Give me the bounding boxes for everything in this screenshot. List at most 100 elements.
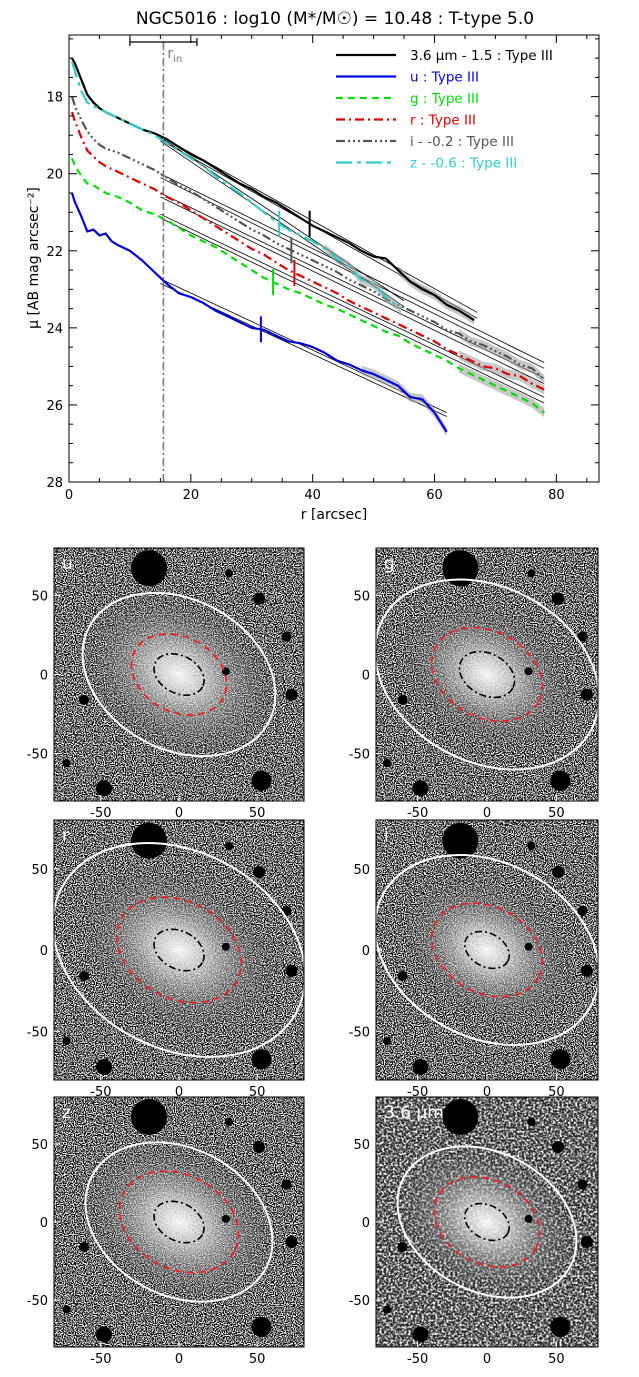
x-tick-label-0: -50 bbox=[90, 1085, 111, 1100]
x-tick-label-1: 0 bbox=[175, 1352, 183, 1367]
panel-label: z bbox=[62, 1103, 71, 1123]
masked-source-7 bbox=[383, 1305, 392, 1314]
masked-source-6 bbox=[550, 1317, 571, 1337]
galaxy-glow bbox=[395, 1145, 579, 1299]
error-band-4 bbox=[458, 329, 545, 385]
outer-ellipse bbox=[54, 842, 304, 1058]
x-tick-label-2: 50 bbox=[249, 1352, 266, 1367]
image-panel-4: z -50 0 50 50 0 -50 bbox=[27, 1096, 305, 1367]
masked-source-7 bbox=[62, 1037, 71, 1045]
y-tick-label-0: 50 bbox=[31, 1138, 48, 1153]
x-tick-label-0: -50 bbox=[90, 806, 111, 821]
x-tick-label-4: 80 bbox=[548, 488, 565, 503]
masked-source-3 bbox=[580, 1236, 593, 1248]
masked-source-0 bbox=[131, 550, 167, 587]
outer-ellipse bbox=[376, 578, 598, 771]
image-panel-0: u -50 0 50 50 0 -50 bbox=[27, 547, 305, 821]
masked-star bbox=[524, 1214, 533, 1223]
inner-ellipse bbox=[463, 930, 511, 970]
masked-source-8 bbox=[225, 1118, 233, 1126]
galaxy-glow bbox=[395, 597, 579, 752]
x-tick-label-0: 0 bbox=[65, 488, 73, 503]
x-tick-label-2: 50 bbox=[548, 806, 565, 821]
legend-entry-1: u : Type III bbox=[410, 70, 479, 86]
x-tick-label-1: 0 bbox=[483, 1352, 491, 1367]
masked-source-1 bbox=[253, 1141, 265, 1153]
x-tick-label-0: -50 bbox=[407, 1352, 428, 1367]
legend-entry-4: i - -0.2 : Type III bbox=[410, 134, 514, 150]
x-tick-label-1: 20 bbox=[183, 488, 200, 503]
masked-source-1 bbox=[253, 866, 265, 878]
break-ellipse bbox=[430, 626, 544, 723]
outer-ellipse bbox=[376, 854, 598, 1046]
masked-source-6 bbox=[251, 770, 272, 791]
y-tick-label-0: 50 bbox=[353, 1138, 370, 1153]
galaxy-glow bbox=[76, 588, 282, 761]
r-in-label: rin bbox=[167, 46, 182, 65]
panel-label: r bbox=[62, 826, 69, 846]
x-tick-label-2: 40 bbox=[304, 488, 321, 503]
masked-source-1 bbox=[552, 592, 565, 605]
x-tick-label-2: 50 bbox=[548, 1352, 565, 1367]
masked-source-6 bbox=[251, 1317, 272, 1337]
image-panel-1: g -50 0 50 50 0 -50 bbox=[349, 547, 599, 821]
masked-source-0 bbox=[131, 822, 167, 859]
y-tick-label-1: 0 bbox=[40, 1216, 48, 1231]
masked-source-5 bbox=[412, 1059, 429, 1075]
outer-ellipse bbox=[396, 1145, 578, 1299]
y-tick-label-5: 28 bbox=[46, 476, 63, 491]
masked-source-5 bbox=[96, 1326, 112, 1343]
masked-source-0 bbox=[442, 1099, 479, 1135]
y-tick-label-3: 24 bbox=[46, 322, 63, 337]
masked-source-1 bbox=[552, 866, 565, 878]
inner-ellipse bbox=[153, 652, 205, 697]
galaxy-glow bbox=[76, 863, 282, 1037]
masked-source-8 bbox=[527, 1118, 536, 1126]
break-ellipse bbox=[433, 1176, 541, 1268]
masked-source-2 bbox=[281, 631, 292, 642]
panel-label: i bbox=[384, 826, 389, 846]
masked-source-4 bbox=[397, 971, 408, 981]
x-tick-label-2: 50 bbox=[548, 1085, 565, 1100]
masked-source-5 bbox=[412, 1326, 429, 1343]
outer-ellipse bbox=[81, 591, 277, 758]
masked-source-2 bbox=[577, 631, 588, 642]
masked-source-4 bbox=[397, 1242, 408, 1252]
chart-title: NGC5016 : log10 (M*/M☉) = 10.48 : T-type… bbox=[136, 9, 534, 29]
masked-star bbox=[221, 942, 230, 951]
masked-source-3 bbox=[285, 688, 298, 701]
masked-source-0 bbox=[442, 550, 479, 587]
masked-source-1 bbox=[253, 592, 265, 605]
fit-line-2-1 bbox=[160, 217, 545, 404]
panel-label: 3.6 μm bbox=[384, 1103, 444, 1123]
masked-source-5 bbox=[412, 780, 429, 797]
y-axis-label: μ [AB mag arcsec⁻²] bbox=[26, 187, 42, 329]
inner-ellipse bbox=[153, 1200, 205, 1244]
masked-source-2 bbox=[577, 906, 588, 916]
break-ellipse bbox=[115, 896, 243, 1004]
error-band-2 bbox=[458, 363, 545, 418]
y-tick-label-1: 0 bbox=[362, 1216, 370, 1231]
masked-source-4 bbox=[397, 694, 408, 705]
x-tick-label-1: 0 bbox=[175, 1085, 183, 1100]
y-tick-label-2: -50 bbox=[27, 748, 48, 763]
error-band-5 bbox=[324, 244, 401, 314]
y-tick-label-1: 20 bbox=[46, 168, 63, 183]
legend-entry-3: r : Type III bbox=[410, 113, 476, 129]
y-tick-label-2: 22 bbox=[46, 245, 63, 260]
masked-source-3 bbox=[285, 964, 298, 977]
y-tick-label-2: -50 bbox=[27, 1294, 48, 1309]
masked-source-0 bbox=[442, 822, 479, 859]
masked-star bbox=[524, 942, 533, 951]
y-tick-label-0: 50 bbox=[31, 589, 48, 604]
masked-source-4 bbox=[79, 971, 89, 981]
y-tick-label-1: 0 bbox=[362, 669, 370, 684]
masked-source-6 bbox=[550, 1049, 571, 1070]
outer-ellipse bbox=[84, 1141, 274, 1303]
error-band-1 bbox=[361, 365, 447, 437]
x-tick-label-2: 50 bbox=[249, 806, 266, 821]
break-ellipse bbox=[430, 902, 544, 998]
masked-source-1 bbox=[552, 1141, 565, 1153]
legend-entry-5: z - -0.6 : Type III bbox=[410, 156, 517, 172]
